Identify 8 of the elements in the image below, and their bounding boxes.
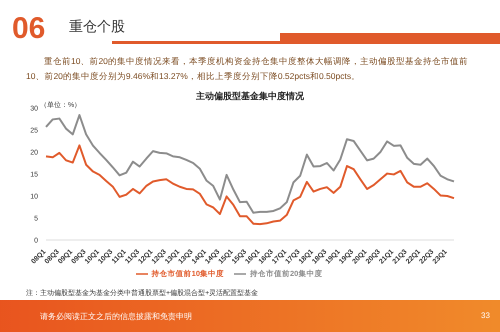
text: 请务必阅读正文之后的信息披露和免责申明 — [40, 311, 192, 322]
line-series — [45, 144, 455, 226]
chart-title: 主动偏股型基金集中度情况 — [195, 90, 305, 103]
text: 33 — [481, 311, 490, 320]
text: 重仓前10、前20的集中度情况来看，本季度机构资金持仓集中度整体大幅调降，主动偏股型基金持仓市值前10、前20的集中度分别为9.46%和13.27%，相比上季度分别下降0.52pcts和0.50pcts。 — [26, 55, 469, 83]
line-series — [45, 114, 455, 214]
text: 06 — [12, 12, 46, 45]
text: 重仓个股 — [69, 17, 125, 35]
